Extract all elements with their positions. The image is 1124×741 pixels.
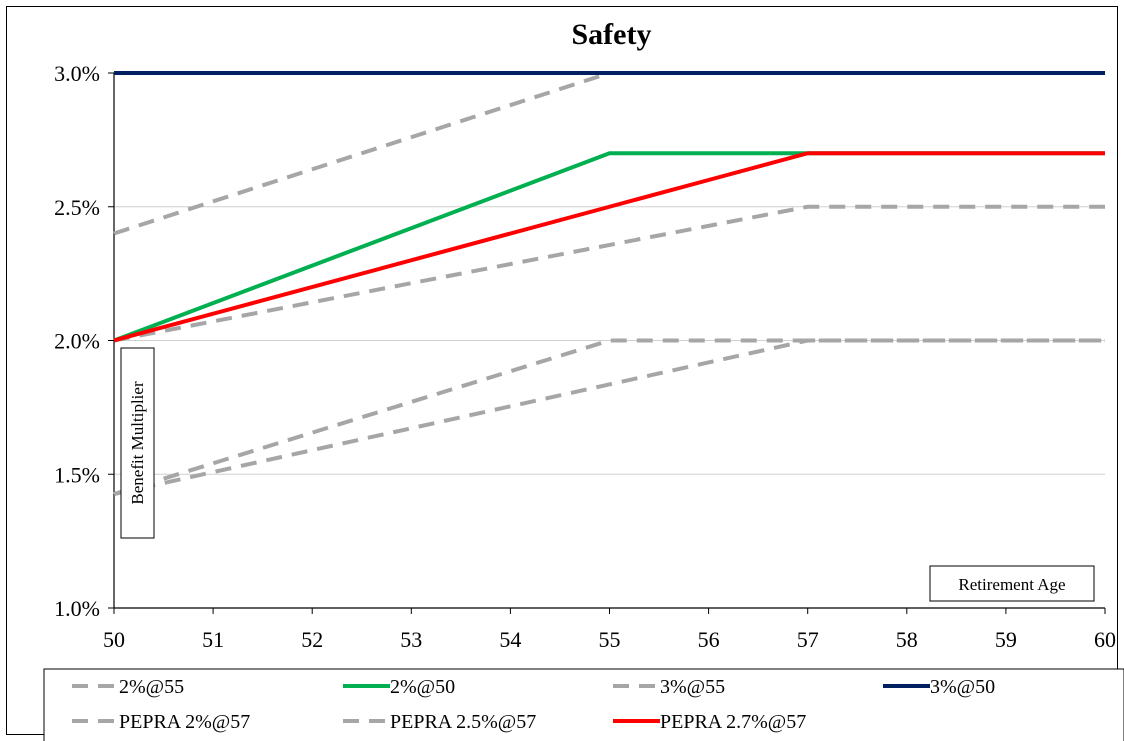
x-tick-label: 58: [896, 627, 918, 652]
legend: 2%@55 2%@50 3%@55 3%@50 PEPRA 2%@57 PEPRA 2.5…: [43, 668, 1124, 741]
legend-label-5: PEPRA 2%@57: [119, 711, 250, 733]
legend-label-2: 2%@50: [390, 676, 455, 698]
series-line-7: [113, 151, 1105, 343]
x-axis-label: Retirement Age: [958, 575, 1065, 594]
x-tick-label: 54: [499, 627, 521, 652]
y-axis-label-box: Benefit Multiplier: [120, 347, 155, 539]
y-axis-label: Benefit Multiplier: [128, 381, 147, 505]
series-line-5: [113, 338, 1105, 496]
x-axis-label-box: Retirement Age: [929, 565, 1095, 602]
x-tick-label: 52: [301, 627, 323, 652]
y-tick-label: 1.5%: [54, 462, 100, 487]
legend-label-4: 3%@50: [930, 676, 995, 698]
legend-label-7: PEPRA 2.7%@57: [660, 711, 806, 733]
y-tick-label: 3.0%: [54, 61, 100, 86]
series-lines: [113, 71, 1105, 496]
x-tick-label: 56: [698, 627, 720, 652]
legend-label-1: 2%@55: [119, 676, 184, 698]
y-tick-label: 2.5%: [54, 195, 100, 220]
y-tick-label: 2.0%: [54, 329, 100, 354]
gridlines: [114, 72, 1105, 475]
x-tick-label: 60: [1094, 627, 1116, 652]
series-line-6: [113, 204, 1105, 343]
series-line-1: [113, 338, 1105, 496]
x-tick-label: 53: [400, 627, 422, 652]
x-tick-label: 57: [797, 627, 819, 652]
y-tick-label: 1.0%: [54, 596, 100, 621]
chart-title: Safety: [572, 18, 652, 51]
legend-label-6: PEPRA 2.5%@57: [390, 711, 536, 733]
x-tick-label: 55: [599, 627, 621, 652]
x-tick-label: 59: [995, 627, 1017, 652]
x-tick-label: 51: [202, 627, 224, 652]
axes: 1.0% 1.5% 2.0% 2.5% 3.0% 50 51 52 53 54 55 56 57 58 59…: [54, 61, 1116, 652]
legend-label-3: 3%@55: [660, 676, 725, 698]
x-tick-label: 50: [103, 627, 125, 652]
